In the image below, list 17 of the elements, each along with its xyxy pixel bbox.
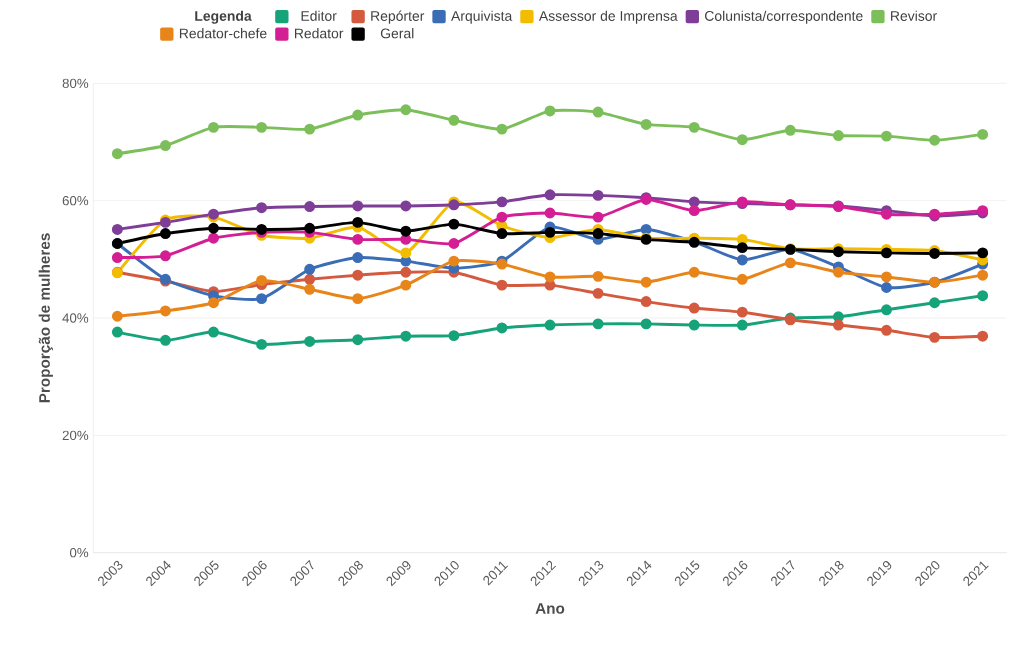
y-axis-title: Proporção de mulheres: [38, 233, 53, 403]
legend-label: Redator: [294, 28, 344, 39]
legend-label: Colunista/correspondente: [705, 10, 863, 24]
y-tick-label: 0%: [69, 547, 89, 558]
legend-label: Redator-chefe: [179, 28, 267, 39]
legend-label: Revisor: [891, 10, 937, 21]
legend-label: Assessor de Imprensa: [538, 10, 678, 24]
legend-title: Legenda: [195, 10, 252, 24]
legend-label: Repórter: [371, 10, 425, 24]
legend-label: Geral: [380, 28, 414, 39]
y-tick-label: 60%: [62, 195, 89, 206]
x-axis-title: Ano: [535, 603, 565, 614]
legend-label: Arquivista: [451, 10, 513, 24]
y-tick-label: 80%: [62, 78, 89, 89]
y-tick-label: 20%: [62, 430, 89, 441]
legend-label: Editor: [301, 10, 337, 21]
y-tick-label: 40%: [62, 313, 89, 323]
